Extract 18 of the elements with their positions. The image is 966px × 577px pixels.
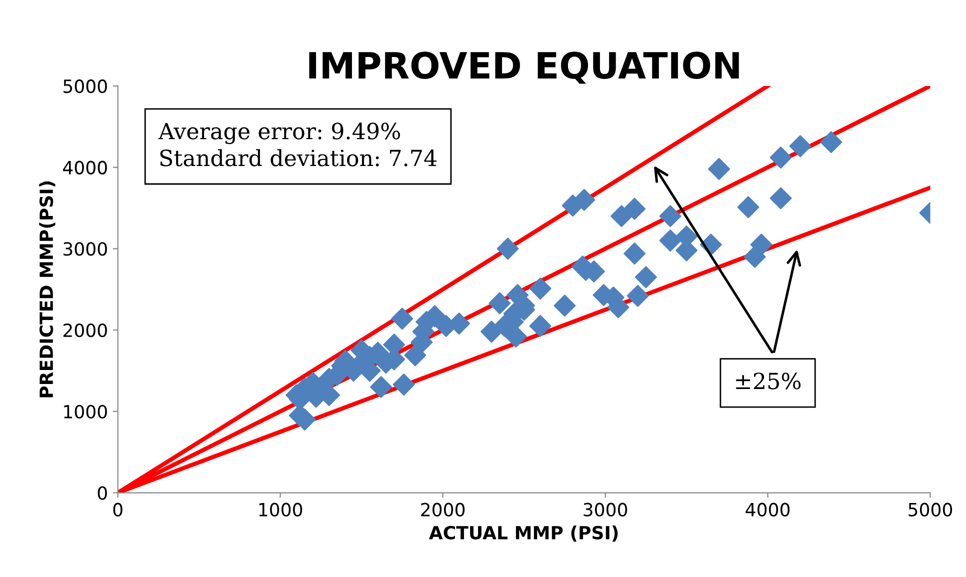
chart-title: IMPROVED EQUATION — [309, 52, 739, 84]
y-tick-label: 5000 — [64, 79, 107, 94]
y-tick-label: 0 — [98, 486, 107, 500]
y-tick-label: 1000 — [64, 404, 107, 419]
y-axis-title: PREDICTED MMP(PSI) — [39, 181, 56, 398]
x-tick-label: 3000 — [584, 502, 628, 516]
annotation: Average error: 9.49% — [158, 122, 400, 144]
x-tick-label: 2000 — [421, 502, 465, 516]
x-tick-label: 4000 — [746, 502, 790, 516]
x-tick-label: 1000 — [259, 502, 302, 516]
annotation: Standard deviation: 7.74 — [160, 149, 436, 166]
y-tick-label: 2000 — [64, 324, 107, 338]
annotation: ±25% — [736, 372, 801, 390]
x-tick-label: 5000 — [908, 502, 952, 516]
y-tick-label: 3000 — [64, 242, 107, 256]
y-tick-label: 4000 — [63, 160, 107, 174]
x-tick-label: 0 — [113, 502, 122, 516]
x-axis-title: ACTUAL MMP (PSI) — [428, 526, 618, 542]
